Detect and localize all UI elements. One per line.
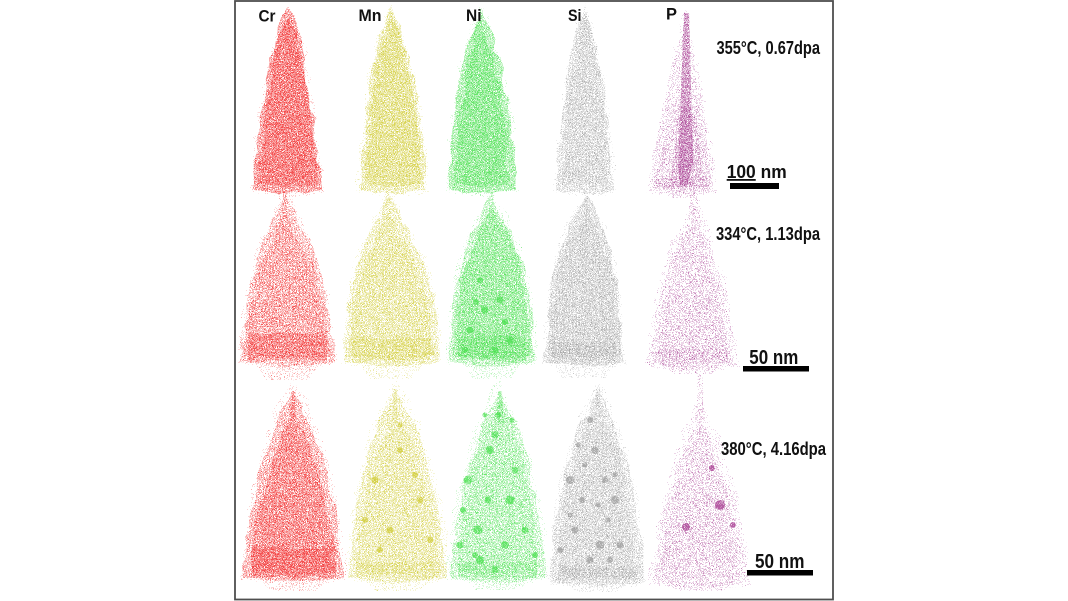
svg-text:50 nm: 50 nm (749, 347, 798, 369)
svg-text:Ni: Ni (466, 6, 482, 25)
svg-text:50 nm: 50 nm (755, 551, 805, 573)
svg-text:Mn: Mn (359, 6, 382, 25)
svg-text:334°C, 1.13dpa: 334°C, 1.13dpa (716, 224, 821, 244)
svg-text:355°C, 0.67dpa: 355°C, 0.67dpa (717, 38, 821, 58)
svg-text:100 nm: 100 nm (727, 162, 787, 182)
svg-text:Si: Si (568, 6, 582, 25)
svg-text:P: P (666, 5, 677, 24)
svg-text:380°C, 4.16dpa: 380°C, 4.16dpa (721, 439, 827, 459)
svg-text:Cr: Cr (259, 7, 276, 26)
